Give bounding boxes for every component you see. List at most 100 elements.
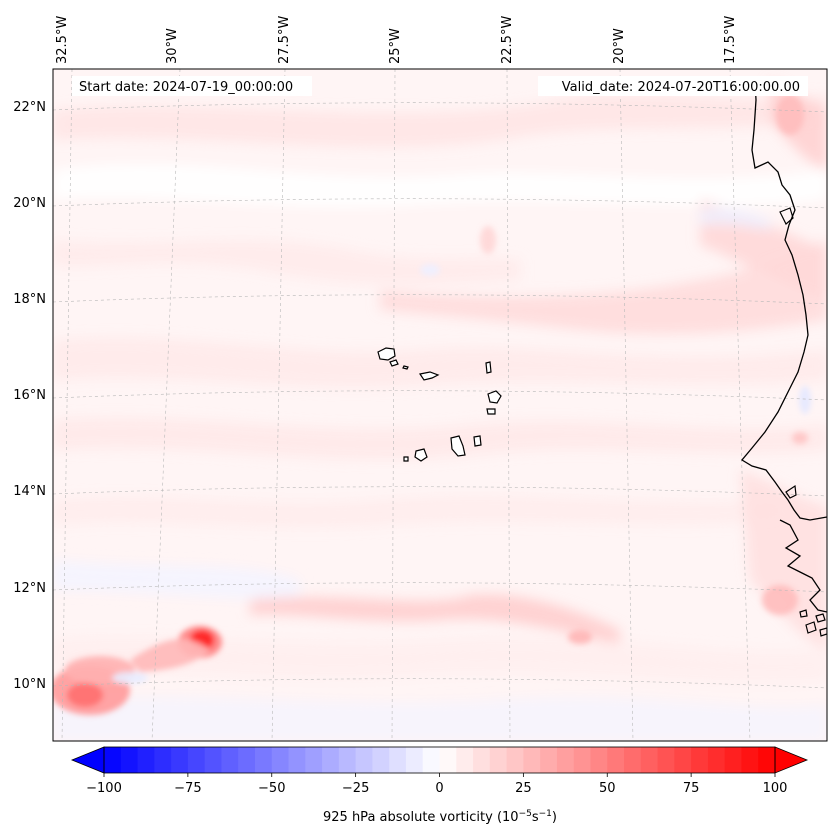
guinea-coastline: [779, 519, 827, 613]
colorbar-tick-label: −75: [174, 781, 201, 796]
colorbar-segment: [221, 747, 239, 773]
colorbar-segment: [137, 747, 155, 773]
valid-date-box: [538, 76, 808, 96]
colorbar-segment: [590, 747, 608, 773]
colorbar-segment: [154, 747, 172, 773]
colorbar-segment: [254, 747, 273, 773]
colorbar-segment: [607, 747, 625, 773]
gridlines: [53, 69, 827, 741]
lat-tick-label: 16°N: [13, 388, 46, 403]
island-santa-luzia: [402, 365, 409, 370]
colorbar-segment: [674, 747, 692, 773]
colorbar-label: 925 hPa absolute vorticity (10−5s−1): [323, 809, 557, 825]
colorbar-segment: [104, 747, 122, 773]
colorbar-segment: [422, 747, 441, 773]
island-boa-vista: [487, 390, 502, 404]
start-date-label: Start date: 2024-07-19_00:00:00: [79, 80, 293, 95]
colorbar-segment: [288, 747, 306, 773]
island-fogo: [414, 448, 428, 462]
vortex-features: [53, 95, 811, 715]
colorbar-min-arrow: [70, 746, 105, 774]
start-date-box: [72, 76, 312, 96]
africa-coastline: [741, 79, 827, 521]
cape-verde-islands: [377, 347, 502, 462]
lon-tick-label: 17.5°W: [723, 16, 738, 64]
map-frame: [52, 68, 828, 742]
colorbar-segment: [640, 747, 659, 773]
colorbar-segment: [171, 747, 189, 773]
colorbar-segment: [523, 747, 541, 773]
colorbar-segment: [389, 747, 407, 773]
colorbar-tick-label: 75: [683, 781, 700, 796]
colorbar-segment: [238, 747, 256, 773]
colorbar-segment: [439, 747, 457, 773]
colorbar-label-main: 925 hPa absolute vorticity (10: [323, 810, 519, 825]
colorbar-segment: [506, 747, 524, 773]
colorbar-segment: [372, 747, 390, 773]
lat-tick-label: 14°N: [13, 484, 46, 499]
bijagos-islands: [799, 609, 827, 637]
colorbar-segment: [473, 747, 491, 773]
island-santo-antao: [377, 347, 396, 361]
colorbar-segment: [540, 747, 558, 773]
island-sao-nicolau: [419, 371, 440, 381]
colorbar-segment: [573, 747, 592, 773]
lon-tick-label: 32.5°W: [55, 16, 70, 64]
vorticity-field: [53, 69, 827, 741]
colorbar-tick-label: −50: [258, 781, 285, 796]
lat-tick-label: 12°N: [13, 581, 46, 596]
lon-tick-label: 25°W: [388, 28, 403, 64]
island-sal: [485, 361, 492, 374]
colorbar-tick-label: 100: [763, 781, 788, 796]
coast-bay: [779, 207, 794, 225]
colorbar-segment: [707, 747, 726, 773]
field-bands: [53, 80, 827, 741]
colorbar-segment: [624, 747, 642, 773]
lat-tick-label: 18°N: [13, 292, 46, 307]
island-brava: [403, 456, 409, 462]
latitude-tick-labels: 22°N 20°N 18°N 16°N 14°N 12°N 10°N: [13, 100, 46, 692]
colorbar-segment: [305, 747, 323, 773]
colorbar-segment: [724, 747, 743, 773]
lat-tick-label: 20°N: [13, 196, 46, 211]
colorbar-segments: [104, 747, 776, 773]
colorbar-segment: [556, 747, 575, 773]
island-sao-vicente: [389, 359, 399, 367]
valid-date-label: Valid_date: 2024-07-20T16:00:00.00: [562, 80, 800, 95]
lon-tick-label: 22.5°W: [500, 16, 515, 64]
colorbar-label-end: ): [552, 810, 557, 825]
colorbar-tick-label: −100: [86, 781, 122, 796]
colorbar-segment: [691, 747, 709, 773]
island-maio-2: [473, 435, 482, 447]
colorbar-segment: [120, 747, 139, 773]
colorbar-tick-label: 0: [435, 781, 443, 796]
lat-tick-label: 10°N: [13, 677, 46, 692]
lon-tick-label: 30°W: [165, 28, 180, 64]
colorbar-max-arrow: [774, 746, 809, 774]
colorbar-segment: [456, 747, 474, 773]
colorbar-tick-label: −25: [342, 781, 369, 796]
colorbar-segment: [741, 747, 759, 773]
colorbar-tick-label: 50: [599, 781, 616, 796]
colorbar-segment: [204, 747, 223, 773]
colorbar-label-exp2: −1: [539, 809, 552, 819]
lat-tick-label: 22°N: [13, 100, 46, 115]
colorbar-segment: [489, 747, 508, 773]
colorbar-segment: [338, 747, 357, 773]
colorbar-segment: [322, 747, 340, 773]
colorbar-ticks: −100 −75 −50 −25 0 25 50 75 100: [86, 773, 787, 796]
colorbar: −100 −75 −50 −25 0 25 50 75 100 925 hPa absolute…: [70, 746, 809, 825]
longitude-tick-labels: 32.5°W 30°W 27.5°W 25°W 22.5°W 20°W 17.5…: [55, 16, 738, 64]
lon-tick-label: 20°W: [612, 28, 627, 64]
colorbar-segment: [657, 747, 675, 773]
colorbar-segment: [271, 747, 290, 773]
colorbar-tick-label: 25: [515, 781, 532, 796]
lon-tick-label: 27.5°W: [277, 16, 292, 64]
coast-islet: [785, 484, 797, 499]
colorbar-segment: [355, 747, 374, 773]
colorbar-label-exp: −5: [519, 809, 532, 819]
island-maio: [486, 408, 496, 415]
colorbar-segment: [758, 747, 776, 773]
colorbar-label-unit: s: [532, 810, 539, 825]
